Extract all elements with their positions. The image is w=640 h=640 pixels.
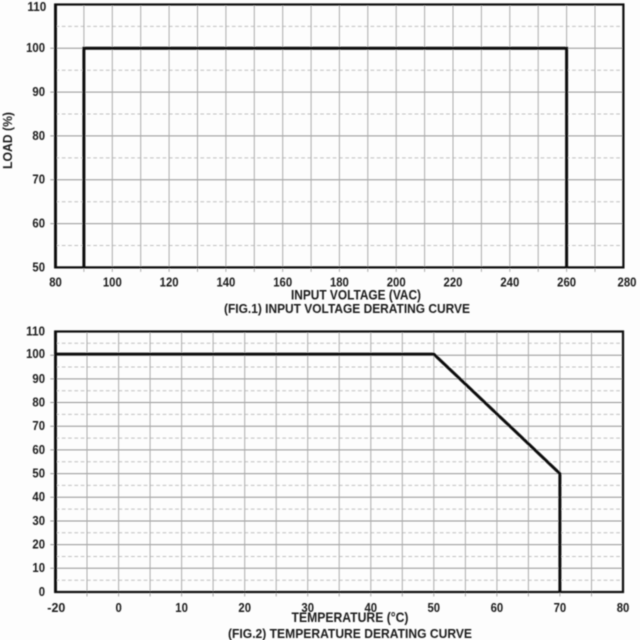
svg-text:70: 70 [32,173,45,187]
svg-text:100: 100 [26,347,45,361]
svg-text:40: 40 [365,601,378,615]
svg-text:100: 100 [26,41,45,55]
svg-text:50: 50 [428,601,441,615]
svg-text:80: 80 [617,601,630,615]
svg-text:180: 180 [330,275,349,289]
svg-text:INPUT VOLTAGE (VAC): INPUT VOLTAGE (VAC) [291,287,421,303]
svg-text:60: 60 [491,601,504,615]
svg-text:160: 160 [273,275,292,289]
svg-text:90: 90 [32,372,45,386]
svg-text:280: 280 [618,275,637,289]
svg-text:TEMPERATURE (°C): TEMPERATURE (°C) [292,609,409,625]
svg-text:120: 120 [160,275,179,289]
svg-text:0: 0 [39,585,45,599]
svg-text:240: 240 [500,275,519,289]
svg-text:80: 80 [32,129,45,143]
svg-text:60: 60 [32,443,45,457]
svg-text:-20: -20 [47,601,65,615]
svg-text:10: 10 [32,561,45,575]
svg-text:90: 90 [32,85,45,99]
svg-text:70: 70 [554,601,567,615]
svg-text:40: 40 [32,490,45,504]
svg-text:80: 80 [49,275,62,289]
svg-text:20: 20 [32,538,45,552]
svg-text:100: 100 [103,275,122,289]
svg-text:260: 260 [557,275,576,289]
svg-text:220: 220 [444,275,463,289]
svg-text:(FIG.1) INPUT VOLTAGE DERATING: (FIG.1) INPUT VOLTAGE DERATING CURVE [224,301,470,316]
svg-text:LOAD (%): LOAD (%) [1,112,15,169]
svg-text:140: 140 [216,275,235,289]
svg-text:20: 20 [238,601,251,615]
svg-text:200: 200 [387,275,406,289]
svg-text:110: 110 [26,324,45,338]
svg-text:0: 0 [115,601,121,615]
svg-text:110: 110 [27,0,46,14]
svg-text:30: 30 [301,601,314,615]
svg-text:70: 70 [32,419,45,433]
svg-text:50: 50 [32,467,45,481]
svg-text:60: 60 [32,217,45,231]
svg-text:10: 10 [175,601,188,615]
svg-text:(FIG.2) TEMPERATURE DERATING C: (FIG.2) TEMPERATURE DERATING CURVE [228,626,472,640]
svg-text:50: 50 [32,260,45,274]
svg-text:30: 30 [32,514,45,528]
svg-text:80: 80 [32,395,45,409]
